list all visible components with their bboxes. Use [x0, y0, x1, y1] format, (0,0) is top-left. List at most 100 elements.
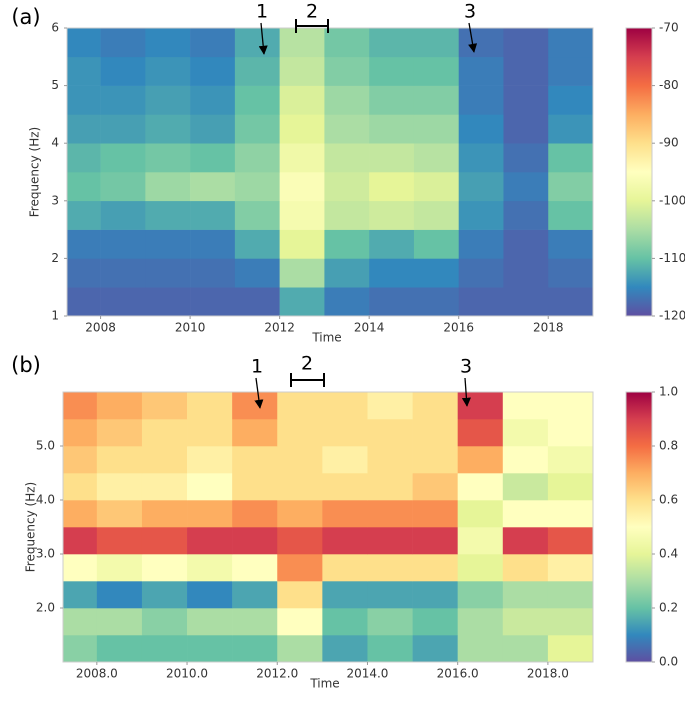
heatmap-cell — [367, 419, 413, 447]
heatmap-cell — [96, 527, 143, 555]
panel-label: (a) — [11, 5, 40, 29]
heatmap-cell — [458, 28, 504, 58]
heatmap-cell — [369, 258, 415, 288]
heatmap-cell — [324, 85, 370, 115]
heatmap-cell — [100, 172, 146, 202]
heatmap-cell — [279, 200, 325, 230]
x-tick-label: 2014 — [354, 321, 385, 335]
heatmap-cell — [100, 56, 146, 86]
heatmap-cell — [279, 229, 325, 259]
heatmap-cell — [234, 229, 280, 259]
heatmap-cell — [190, 143, 236, 173]
heatmap-cell — [322, 527, 368, 555]
colorbar-tick-label: -100 — [659, 193, 685, 207]
colorbar-tick-label: -110 — [659, 251, 685, 265]
heatmap-cell — [232, 419, 278, 447]
heatmap-cell — [457, 581, 504, 609]
heatmap-cell — [232, 392, 278, 420]
heatmap-cell — [190, 28, 236, 58]
x-tick-label: 2012 — [264, 321, 295, 335]
heatmap-cell — [277, 554, 323, 582]
x-tick-label: 2010 — [175, 321, 206, 335]
heatmap-cell — [457, 419, 504, 447]
heatmap-cell — [502, 554, 549, 582]
heatmap-cell — [141, 635, 188, 663]
colorbar — [625, 27, 653, 317]
heatmap-cell — [232, 554, 278, 582]
heatmap-cell — [279, 172, 325, 202]
heatmap-cell — [190, 287, 236, 317]
annotation: 3 — [464, 1, 476, 23]
plot-frame — [66, 27, 594, 317]
heatmap-cell — [502, 581, 549, 609]
heatmap-cell — [369, 143, 415, 173]
heatmap-cell — [322, 554, 368, 582]
heatmap-cell — [187, 554, 233, 582]
heatmap-cell — [413, 200, 460, 230]
heatmap-cell — [63, 446, 98, 474]
heatmap-cell — [67, 56, 101, 86]
y-tick-label: 3.0 — [36, 547, 55, 561]
heatmap-cell — [412, 446, 458, 474]
heatmap-cell — [369, 172, 415, 202]
x-tick-label: 2018 — [533, 321, 564, 335]
heatmap-cell — [100, 229, 146, 259]
heatmap-cell — [458, 85, 504, 115]
heatmap-cell — [232, 608, 278, 636]
annotation: 3 — [460, 356, 472, 378]
heatmap-cell — [457, 446, 504, 474]
heatmap-cell — [502, 392, 549, 420]
heatmap-cell — [96, 446, 143, 474]
colorbar-tick-label: 0.2 — [659, 601, 678, 615]
heatmap-cell — [234, 28, 280, 58]
heatmap-cell — [145, 200, 191, 230]
colorbar-tick-label: -120 — [659, 309, 685, 323]
heatmap-cell — [458, 172, 504, 202]
heatmap-cell — [503, 200, 549, 230]
heatmap-cell — [367, 500, 413, 528]
heatmap-cell — [369, 287, 415, 317]
heatmap-cell — [324, 172, 370, 202]
annotation-bracket — [295, 19, 329, 33]
heatmap-cell — [100, 287, 146, 317]
heatmap-cell — [187, 635, 233, 663]
annotation-arrow — [254, 377, 264, 409]
heatmap-cell — [413, 258, 460, 288]
heatmap-cell — [367, 473, 413, 501]
heatmap-cell — [503, 258, 549, 288]
heatmap-cell — [547, 635, 594, 663]
heatmap-cell — [96, 392, 143, 420]
heatmap-cell — [232, 527, 278, 555]
heatmap-cell — [187, 392, 233, 420]
panel-label: (b) — [11, 353, 41, 377]
heatmap-cell — [413, 143, 460, 173]
heatmap-cell — [277, 473, 323, 501]
heatmap-cell — [547, 392, 594, 420]
heatmap-cell — [324, 287, 370, 317]
heatmap-cell — [232, 500, 278, 528]
y-tick-label: 1 — [51, 309, 59, 323]
heatmap-cell — [67, 287, 101, 317]
heatmap-cell — [187, 608, 233, 636]
heatmap-cell — [458, 114, 504, 144]
heatmap-cell — [324, 229, 370, 259]
heatmap-cell — [232, 473, 278, 501]
heatmap-cell — [412, 554, 458, 582]
heatmap-cell — [324, 143, 370, 173]
heatmap-cell — [277, 446, 323, 474]
heatmap-cell — [322, 446, 368, 474]
heatmap-cell — [324, 28, 370, 58]
heatmap-cell — [458, 258, 504, 288]
heatmap-cell — [279, 287, 325, 317]
heatmap-cell — [279, 28, 325, 58]
heatmap-cell — [548, 56, 594, 86]
heatmap-cell — [369, 56, 415, 86]
heatmap-cell — [457, 392, 504, 420]
y-tick-label: 2.0 — [36, 601, 55, 615]
heatmap-cell — [367, 446, 413, 474]
heatmap-cell — [547, 446, 594, 474]
y-tick-label: 3 — [51, 193, 59, 207]
heatmap-cell — [412, 392, 458, 420]
heatmap-cell — [96, 419, 143, 447]
heatmap-cell — [63, 473, 98, 501]
